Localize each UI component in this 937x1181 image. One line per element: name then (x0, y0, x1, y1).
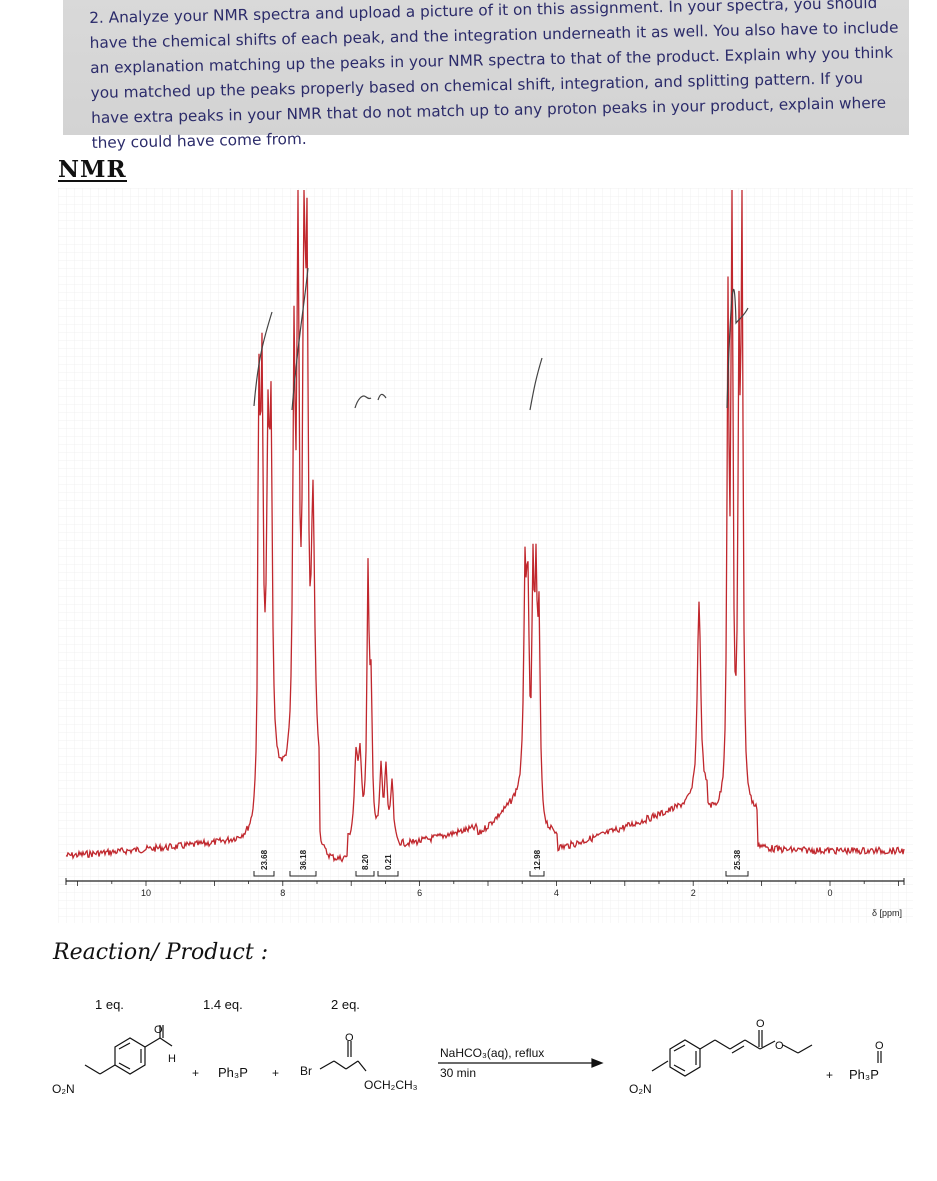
reagent-1-nitro: O₂N (52, 1082, 75, 1096)
integration-bracket (289, 871, 317, 877)
reagent-1-hydrogen: H (168, 1053, 176, 1065)
assignment-instructions: 2. Analyze your NMR spectra and upload a… (63, 0, 909, 152)
product-nitro: O₂N (629, 1082, 652, 1096)
conditions-top: NaHCO₃(aq), reflux (440, 1046, 544, 1060)
integration-bracket (253, 871, 275, 877)
nmr-trace (65, 189, 905, 863)
integration-curves (253, 267, 749, 411)
nmr-heading: NMR (58, 156, 127, 183)
reagent-2-eq: 1.4 eq. (203, 997, 243, 1012)
reagent-3-ester: OCH₂CH₃ (364, 1078, 418, 1092)
conditions-bottom: 30 min (440, 1066, 476, 1080)
product-ethyl-nitrocinnamate (651, 1030, 813, 1077)
byproduct-oxygen: O (875, 1040, 884, 1052)
x-tick-label: 0 (827, 888, 832, 898)
nmr-spectrum: 10 8 6 4 2 0 δ [ppm] 23.68 36.18 8.20 0.21 12.98 2… (58, 188, 913, 923)
integration-bracket (355, 871, 375, 877)
x-axis-label: δ [ppm] (872, 908, 902, 918)
integration-bracket (529, 871, 545, 877)
reagent-3-eq: 2 eq. (331, 997, 360, 1012)
integration-value: 25.38 (733, 849, 742, 870)
reaction-arrow (438, 1058, 604, 1068)
instructions-text: 2. Analyze your NMR spectra and upload a… (89, 0, 899, 152)
reagent-3-oxygen: O (345, 1032, 354, 1044)
byproduct-triphenylphosphine-oxide (877, 1051, 882, 1063)
reagent-1-oxygen: O (154, 1024, 163, 1036)
reaction-product-heading: Reaction/ Product : (53, 940, 269, 965)
x-axis-ticks (77, 881, 899, 886)
byproduct-label: Ph₃P (849, 1067, 879, 1082)
integration-value: 12.98 (533, 849, 542, 870)
integration-brackets: 23.68 36.18 8.20 0.21 12.98 25.38 (253, 849, 749, 877)
reagent-nitrobenzaldehyde (84, 1025, 173, 1075)
x-tick-label: 4 (554, 888, 559, 898)
plus-2: + (272, 1066, 279, 1080)
reagent-2-label: Ph₃P (218, 1065, 248, 1080)
x-axis-tick-labels: 10 8 6 4 2 0 (141, 888, 833, 898)
integration-bracket (377, 871, 399, 877)
plus-3: + (826, 1068, 833, 1082)
x-tick-label: 8 (280, 888, 285, 898)
product-carbonyl-oxygen: O (756, 1018, 765, 1030)
reaction-scheme: 1 eq. 1.4 eq. 2 eq. O H O₂N + Ph₃P + Br … (52, 997, 884, 1096)
reagent-3-bromine: Br (300, 1064, 312, 1078)
x-tick-label: 6 (417, 888, 422, 898)
reagent-ethyl-bromoacetate (319, 1041, 367, 1072)
product-ester-oxygen: O (775, 1040, 784, 1052)
spectrum-background (58, 188, 913, 923)
integration-value: 23.68 (260, 849, 269, 870)
integration-value: 8.20 (361, 854, 370, 870)
x-tick-label: 10 (141, 888, 151, 898)
integration-value: 36.18 (299, 849, 308, 870)
plus-1: + (192, 1066, 199, 1080)
integration-value: 0.21 (384, 854, 393, 870)
integration-bracket (725, 871, 749, 877)
reagent-1-eq: 1 eq. (95, 997, 124, 1012)
x-tick-label: 2 (691, 888, 696, 898)
